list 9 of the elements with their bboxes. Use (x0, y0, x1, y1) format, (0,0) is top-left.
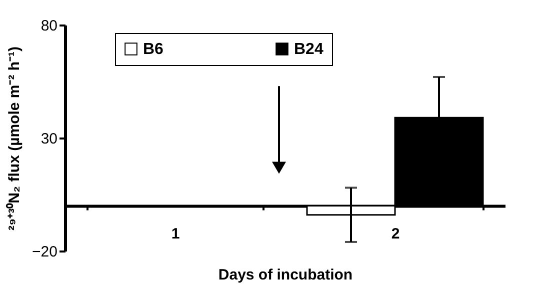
y-tick-label: −20 (32, 244, 58, 260)
legend-label: B6 (143, 41, 164, 58)
x-axis-title: Days of incubation (218, 266, 353, 284)
y-axis-title: ²⁹⁺³⁰N₂ flux (µmole m⁻² h⁻¹) (5, 46, 24, 231)
x-tick-label: 1 (171, 225, 180, 242)
y-tick-label: 30 (40, 130, 58, 148)
legend-label: B24 (294, 41, 324, 58)
y-tick-label: 80 (40, 18, 58, 34)
x-tick-label: 2 (391, 225, 400, 242)
